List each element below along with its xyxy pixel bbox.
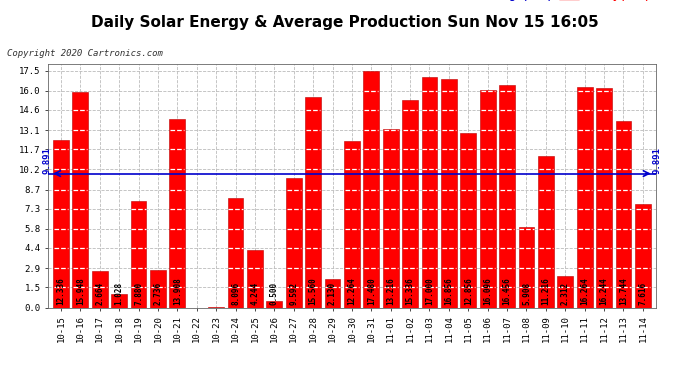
Bar — [208, 307, 224, 308]
Text: 9.592: 9.592 — [289, 282, 298, 306]
Bar — [364, 71, 380, 308]
Text: Daily Solar Energy & Average Production Sun Nov 15 16:05: Daily Solar Energy & Average Production … — [91, 15, 599, 30]
Bar — [383, 129, 399, 308]
Text: 2.130: 2.130 — [328, 282, 337, 306]
Text: 15.336: 15.336 — [406, 278, 415, 306]
Text: 15.560: 15.560 — [308, 278, 317, 306]
Bar — [305, 97, 321, 308]
Text: 12.264: 12.264 — [347, 278, 357, 306]
Bar — [169, 119, 185, 308]
Text: 16.096: 16.096 — [483, 278, 492, 306]
Text: Copyright 2020 Cartronics.com: Copyright 2020 Cartronics.com — [7, 49, 163, 58]
Bar — [72, 92, 88, 308]
Bar — [324, 279, 340, 308]
Text: 2.664: 2.664 — [95, 282, 104, 306]
Text: 12.856: 12.856 — [464, 278, 473, 306]
Bar — [499, 85, 515, 308]
Bar — [286, 178, 302, 308]
Bar — [558, 276, 573, 308]
Text: 13.908: 13.908 — [172, 278, 181, 306]
Text: 5.908: 5.908 — [522, 282, 531, 306]
Bar — [441, 79, 457, 308]
Text: 9.891: 9.891 — [652, 147, 661, 174]
Text: 13.744: 13.744 — [619, 278, 628, 306]
Bar — [130, 201, 146, 308]
Bar — [111, 294, 127, 308]
Bar — [615, 122, 631, 308]
Bar — [422, 77, 437, 308]
Text: 17.480: 17.480 — [367, 278, 376, 306]
Text: 16.264: 16.264 — [580, 278, 589, 306]
Bar — [150, 270, 166, 308]
Bar — [635, 204, 651, 308]
Bar — [228, 198, 244, 308]
Text: 2.736: 2.736 — [153, 282, 162, 306]
Text: 11.216: 11.216 — [542, 278, 551, 306]
Bar — [480, 90, 495, 308]
Text: 7.880: 7.880 — [134, 282, 143, 306]
Text: 2.312: 2.312 — [561, 282, 570, 306]
Bar — [577, 87, 593, 308]
Bar — [344, 141, 360, 308]
Bar — [247, 250, 263, 307]
Text: 15.948: 15.948 — [76, 278, 85, 306]
Text: 1.028: 1.028 — [115, 282, 124, 306]
Bar — [460, 134, 476, 308]
Legend: Average(kWh), Daily(kWh): Average(kWh), Daily(kWh) — [449, 0, 650, 1]
Text: 4.244: 4.244 — [250, 282, 259, 306]
Bar — [402, 100, 418, 308]
Text: 9.891: 9.891 — [43, 147, 52, 174]
Bar — [53, 141, 69, 308]
Text: 16.244: 16.244 — [600, 278, 609, 306]
Bar — [519, 228, 535, 308]
Bar — [538, 156, 554, 308]
Text: 13.216: 13.216 — [386, 278, 395, 306]
Text: 16.456: 16.456 — [502, 278, 511, 306]
Text: 17.000: 17.000 — [425, 278, 434, 306]
Bar — [266, 301, 282, 307]
Bar — [596, 87, 612, 308]
Bar — [92, 272, 108, 308]
Text: 0.500: 0.500 — [270, 282, 279, 306]
Text: 12.336: 12.336 — [57, 278, 66, 306]
Text: 8.096: 8.096 — [231, 282, 240, 306]
Text: 16.856: 16.856 — [444, 278, 453, 306]
Text: 7.616: 7.616 — [638, 282, 647, 306]
